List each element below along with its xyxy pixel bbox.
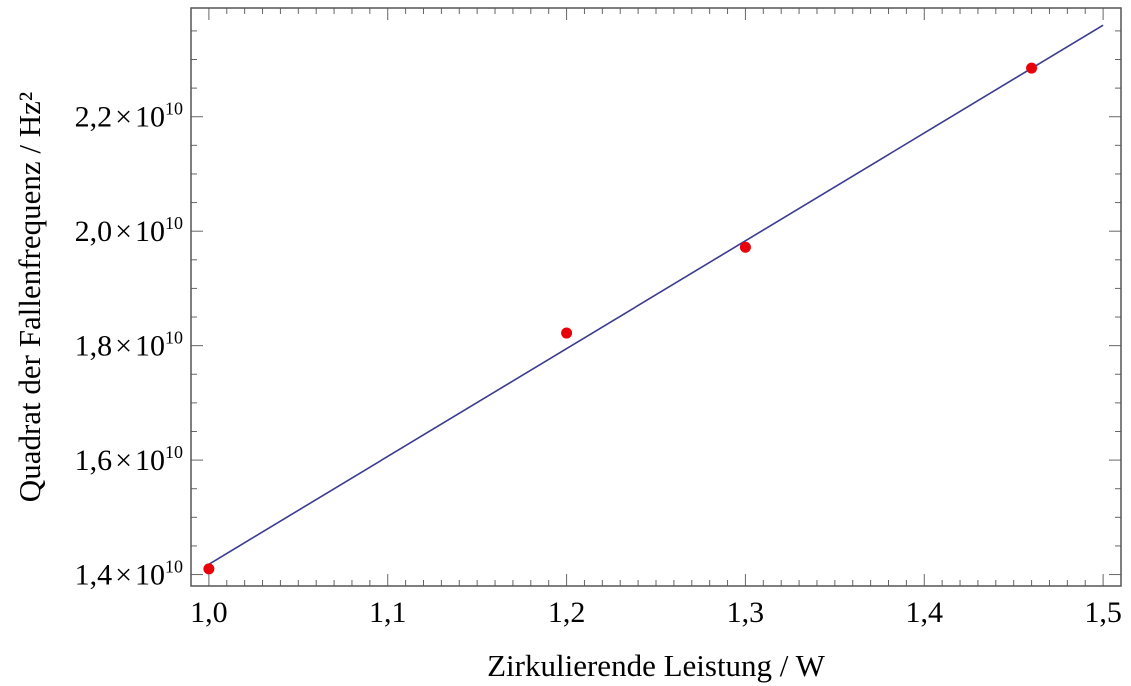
data-point (203, 563, 215, 575)
x-axis-label: Zirkulierende Leistung / W (487, 648, 825, 683)
y-axis-label: Quadrat der Fallenfrequenz / Hz² (12, 92, 47, 502)
y-tick-label: 2,2 × 1010 (75, 99, 183, 134)
y-tick-labels: 1,4 × 1010 1,6 × 1010 1,8 × 1010 2,0 × 1010 2,2 × 1010 (75, 99, 183, 592)
axis-ticks (190, 8, 1122, 586)
data-point (561, 327, 573, 339)
x-tick-label: 1,1 (369, 596, 407, 629)
data-point (739, 241, 751, 253)
data-point (1026, 62, 1038, 74)
plot-frame (190, 7, 1122, 587)
x-tick-label: 1,3 (727, 596, 765, 629)
fit-line (208, 24, 1104, 565)
x-tick-labels: 1,0 1,1 1,2 1,3 1,4 1,5 (190, 596, 1122, 629)
x-tick-label: 1,0 (190, 596, 228, 629)
y-tick-label: 2,0 × 1010 (75, 213, 183, 248)
x-tick-label: 1,2 (548, 596, 586, 629)
x-tick-label: 1,4 (906, 596, 944, 629)
y-tick-label: 1,6 × 1010 (75, 442, 183, 477)
y-tick-label: 1,8 × 1010 (75, 328, 183, 363)
series-layer (203, 24, 1104, 575)
y-tick-label: 1,4 × 1010 (75, 557, 183, 592)
x-tick-label: 1,5 (1084, 596, 1122, 629)
